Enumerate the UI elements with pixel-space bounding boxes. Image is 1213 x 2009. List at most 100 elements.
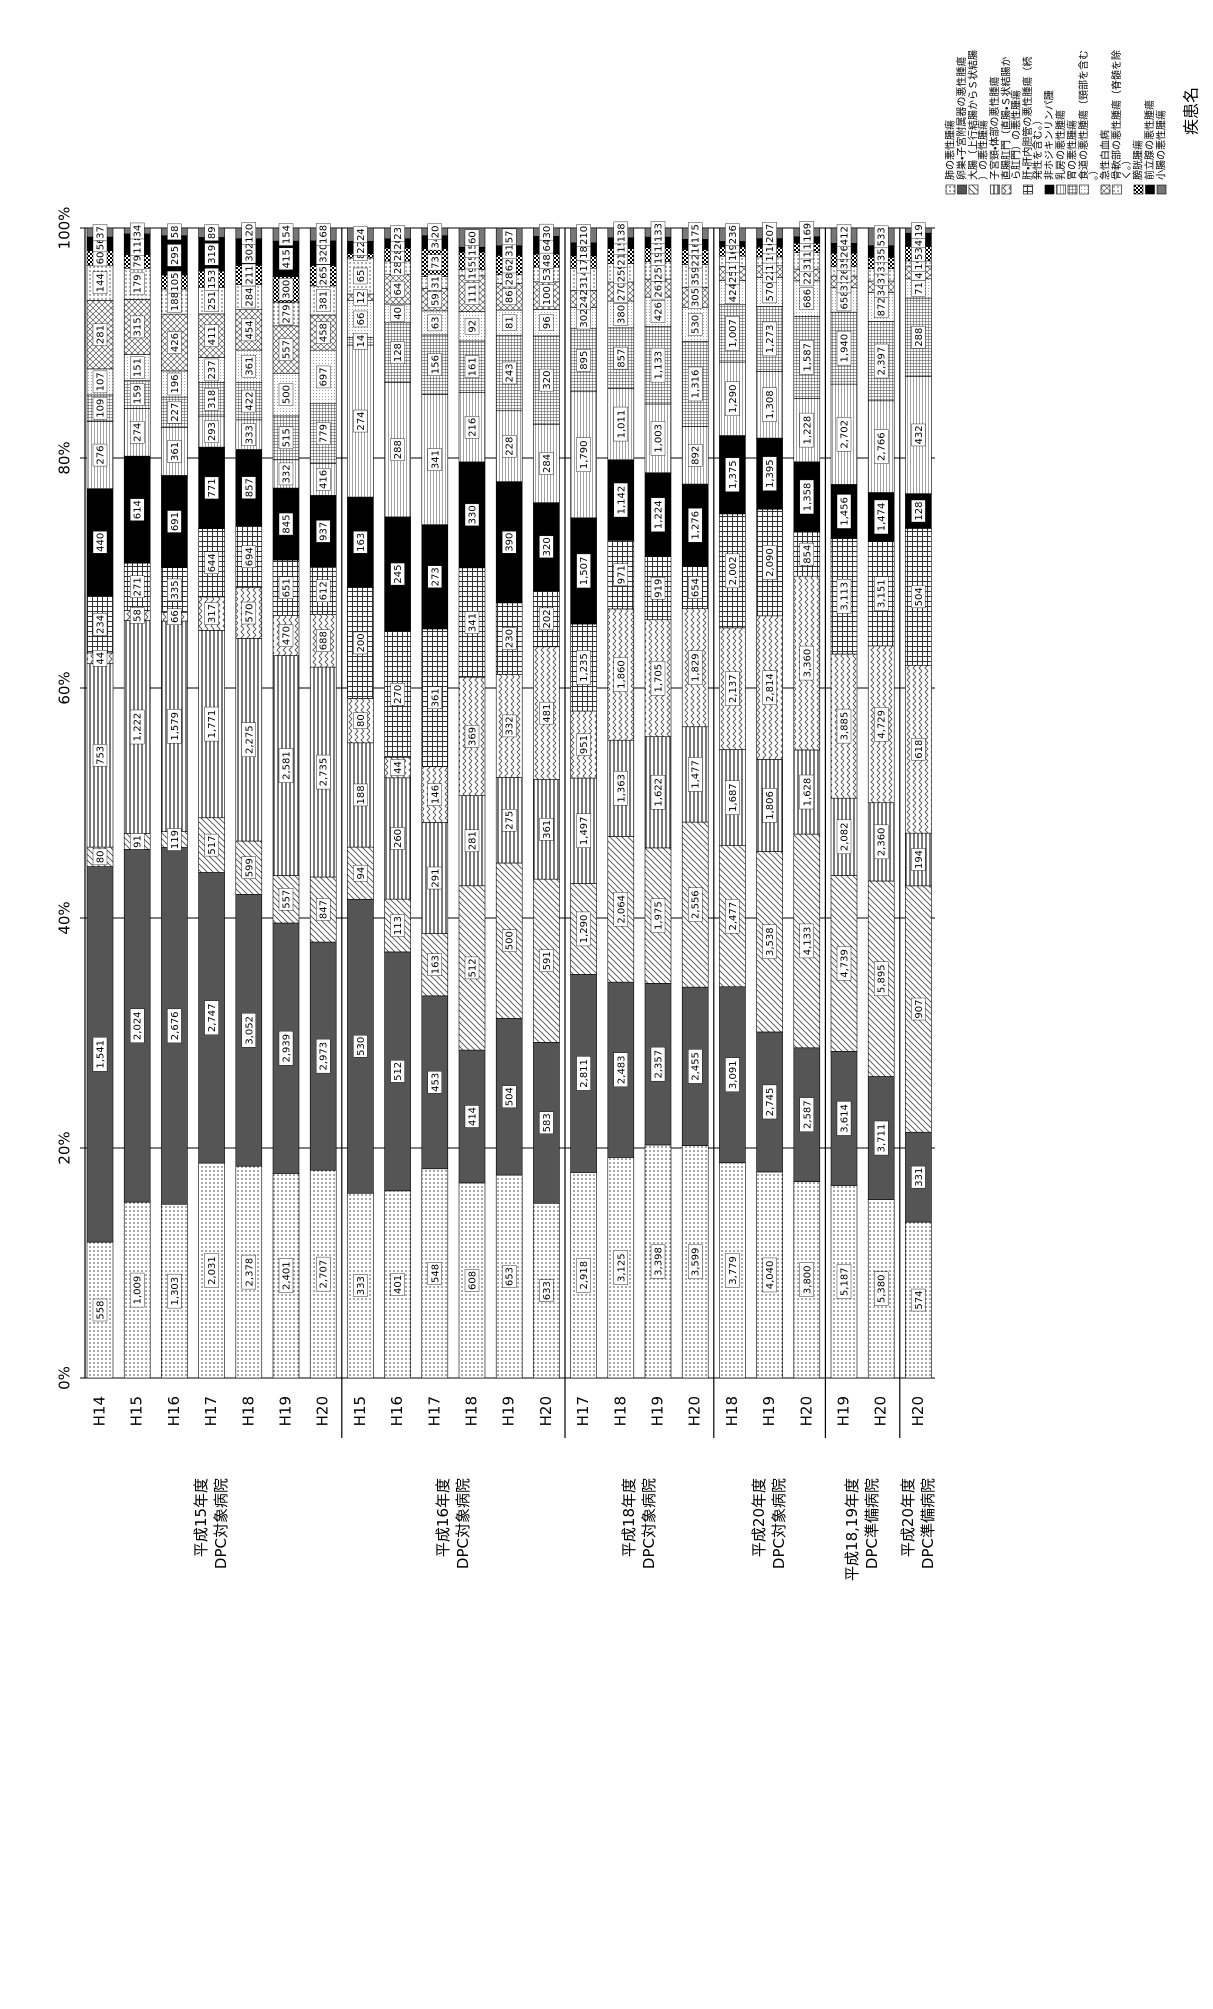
data-label: 60 — [468, 231, 479, 244]
data-label: 199 — [654, 245, 665, 264]
legend-swatch — [1079, 184, 1089, 195]
data-label: 207 — [765, 224, 776, 243]
data-label-box — [167, 440, 182, 463]
data-label-box — [799, 774, 814, 810]
data-label-box — [539, 949, 554, 972]
data-label-box — [204, 388, 219, 411]
data-label: 1,541 — [96, 1040, 107, 1069]
x-tick-label: 40% — [56, 901, 74, 934]
data-label: 599 — [244, 858, 255, 877]
data-label-box — [688, 444, 703, 467]
legend-label: 卵巣・子宮附属器の悪性腫瘍 — [955, 57, 968, 180]
data-label-box — [92, 271, 108, 295]
category-label: H20 — [314, 1396, 332, 1426]
data-label: 3,360 — [802, 649, 813, 678]
data-label-box — [836, 417, 852, 452]
legend-label: 急性白血病 — [1099, 130, 1112, 180]
data-label: 608 — [468, 1271, 479, 1290]
data-label: 694 — [244, 547, 255, 566]
data-label: 242 — [579, 289, 590, 308]
data-label-box — [502, 929, 517, 952]
data-label-box — [799, 287, 814, 310]
data-label-box — [688, 757, 703, 792]
category-label: H20 — [797, 1396, 815, 1426]
data-label: 163 — [430, 955, 441, 974]
data-label: 15 — [468, 243, 479, 256]
data-label: 302 — [579, 308, 590, 327]
data-label-box — [836, 224, 852, 247]
data-label: 530 — [691, 315, 702, 334]
data-label: 2,747 — [207, 1003, 218, 1032]
data-label-box — [427, 686, 442, 710]
data-label-box — [278, 462, 294, 486]
data-label-box — [576, 553, 591, 589]
data-label-box — [799, 1262, 814, 1297]
data-label-box — [874, 824, 889, 860]
data-label: 186 — [579, 240, 590, 259]
data-label: 128 — [393, 343, 404, 362]
data-label-box — [650, 898, 666, 933]
data-label: 243 — [505, 363, 516, 382]
data-label-box — [539, 452, 554, 475]
data-label: 453 — [430, 1073, 441, 1092]
data-label-box — [650, 577, 666, 600]
data-label-box — [427, 565, 442, 588]
data-label-box — [539, 535, 554, 559]
data-label: 1,133 — [654, 351, 665, 380]
data-label-box — [92, 323, 108, 346]
data-label-box — [129, 315, 145, 339]
data-label-box — [464, 611, 480, 634]
data-label-box — [167, 709, 182, 744]
group-label: DPC対象病院 — [212, 1478, 230, 1569]
data-label: 359 — [691, 266, 702, 285]
data-label: 330 — [468, 505, 479, 524]
category-label: H18 — [611, 1396, 629, 1426]
data-label: 1,363 — [616, 774, 627, 803]
legend-swatch — [990, 184, 1000, 195]
data-label: 317 — [207, 604, 218, 623]
legend-label: 食道の悪性腫瘍（頸部を含む。） — [1077, 50, 1100, 180]
data-label: 154 — [282, 225, 293, 244]
data-label-box — [874, 961, 889, 996]
data-label-box — [427, 953, 442, 976]
data-label-box — [502, 531, 517, 554]
data-label: 779 — [319, 424, 330, 443]
data-label-box — [911, 423, 926, 447]
data-label-box — [241, 856, 257, 879]
data-label-box — [911, 222, 926, 239]
data-label-box — [464, 355, 480, 378]
data-label: 320 — [542, 371, 553, 390]
legend-label: 大腸（上行結腸からＳ状結腸）の悪性腫瘍 — [967, 50, 990, 180]
data-label: 1,007 — [728, 319, 739, 348]
data-label: 5,895 — [877, 964, 888, 993]
data-label-box — [353, 712, 368, 729]
data-label-box — [688, 1049, 703, 1084]
legend-swatch — [1056, 184, 1066, 195]
data-label: 234 — [96, 615, 107, 634]
data-label: 512 — [468, 958, 479, 977]
data-label-box — [167, 1273, 182, 1309]
data-label: 651 — [282, 578, 293, 597]
data-label-box — [464, 229, 480, 246]
data-label-box — [390, 305, 405, 322]
data-label-box — [502, 1265, 517, 1288]
data-label: 332 — [282, 464, 293, 483]
data-label-box — [92, 613, 108, 636]
data-label: 275 — [505, 811, 516, 830]
data-label: 570 — [244, 603, 255, 622]
data-label: 295 — [170, 246, 181, 265]
x-tick-label: 0% — [56, 1366, 74, 1390]
group-label: DPC対象病院 — [640, 1478, 658, 1569]
data-label: 753 — [96, 746, 107, 765]
data-label: 300 — [282, 280, 293, 299]
legend-swatch — [1001, 184, 1012, 195]
data-label: 47 — [914, 266, 925, 279]
data-label-box — [92, 744, 108, 767]
data-label: 401 — [393, 1275, 404, 1294]
legend-label: 非ホジキンリンパ腫 — [1044, 90, 1056, 180]
data-label-box — [762, 670, 777, 705]
data-label: 872 — [877, 297, 888, 316]
data-label-box — [613, 221, 628, 245]
category-label: H19 — [500, 1396, 518, 1426]
data-label-box — [353, 310, 368, 328]
